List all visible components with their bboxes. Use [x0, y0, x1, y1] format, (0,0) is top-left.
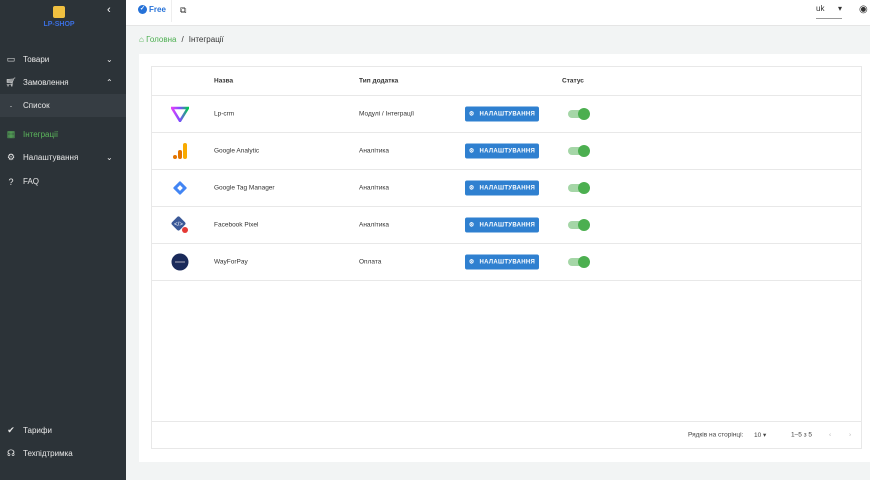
breadcrumb-home[interactable]: ⌂ Головна: [139, 35, 177, 44]
sidebar-item-integrations[interactable]: ▦ Інтеграції: [0, 123, 126, 146]
language-select[interactable]: uk ▾: [816, 4, 842, 19]
table-row: Google Tag Manager Аналітика ⚙ НАЛАШТУВАН…: [152, 170, 861, 207]
sidebar-item-list[interactable]: · Список: [0, 94, 126, 117]
status-toggle[interactable]: [568, 182, 590, 194]
sidebar-item-settings[interactable]: ⚙ Налаштування ⌄: [0, 146, 126, 169]
breadcrumb-current: Інтеграції: [188, 35, 224, 44]
home-icon: ⌂: [139, 35, 144, 44]
integration-type: Оплата: [359, 258, 382, 266]
open-external-icon[interactable]: ⧉: [180, 5, 187, 15]
gear-icon: ⚙: [468, 111, 475, 118]
integration-name: Lp-crm: [214, 110, 235, 118]
integration-type: Аналітика: [359, 221, 389, 229]
rows-per-page-label: Рядків на сторінці:: [688, 431, 744, 439]
headset-icon: ☊: [7, 448, 15, 458]
table-header: Назва Тип додатка Статус: [152, 67, 861, 96]
verified-icon: ✓: [138, 5, 147, 14]
prev-page-button[interactable]: ‹: [829, 431, 832, 439]
gear-icon: ⚙: [468, 185, 475, 192]
page-range: 1–5 з 5: [791, 431, 813, 439]
chevron-down-icon: ⌄: [106, 153, 113, 162]
facebook-pixel-logo-icon: </>: [171, 216, 189, 234]
logo[interactable]: LP-SHOP: [38, 6, 80, 28]
bag-icon: [53, 6, 65, 18]
gear-icon: ⚙: [468, 259, 475, 266]
gear-icon: ⚙: [468, 148, 475, 155]
integration-name: Facebook Pixel: [214, 221, 259, 229]
integration-name: Google Analytic: [214, 147, 260, 155]
user-account-icon[interactable]: ◉: [859, 4, 868, 15]
integration-name: WayForPay: [214, 258, 248, 266]
pagination: Рядків на сторінці: 10 ▾ 1–5 з 5 ‹ ›: [152, 421, 861, 448]
sidebar: LP-SHOP ‹ ▭ Товари ⌄ 🛒︎ Замовлення ⌃ · Список…: [0, 0, 126, 480]
breadcrumb: ⌂ Головна / Інтеграції: [139, 35, 224, 44]
sidebar-item-faq[interactable]: ? FAQ: [0, 170, 126, 193]
status-toggle[interactable]: [568, 108, 590, 120]
integration-type: Модулі / Інтеграції: [359, 110, 415, 118]
integration-type: Аналітика: [359, 184, 389, 192]
gear-icon: ⚙: [6, 152, 16, 162]
sidebar-item-orders[interactable]: 🛒︎ Замовлення ⌃: [0, 71, 126, 94]
next-page-button[interactable]: ›: [849, 431, 852, 439]
sidebar-item-products[interactable]: ▭ Товари ⌄: [0, 48, 126, 71]
help-icon: ?: [8, 176, 14, 187]
table-row: Lp-crm Модулі / Інтеграції ⚙ НАЛАШТУВАННЯ: [152, 96, 861, 133]
google-analytics-logo-icon: [171, 142, 189, 160]
chevron-down-icon: ⌄: [106, 55, 113, 64]
table-row: </> Facebook Pixel Аналітика ⚙ НАЛАШТУВАН…: [152, 207, 861, 244]
google-tag-manager-logo-icon: [171, 179, 189, 197]
table-row: WayForPay Оплата ⚙ НАЛАШТУВАННЯ: [152, 244, 861, 281]
topbar: ✓ Free ⧉ uk ▾ ◉: [126, 0, 870, 26]
settings-button[interactable]: ⚙ НАЛАШТУВАННЯ: [465, 254, 539, 270]
plan-badge[interactable]: ✓ Free: [138, 5, 166, 14]
breadcrumb-separator: /: [181, 35, 184, 44]
caret-down-icon: ▾: [837, 4, 842, 13]
integration-type: Аналітика: [359, 147, 389, 155]
sidebar-item-support[interactable]: ☊ Техпідтримка: [0, 442, 126, 465]
gear-icon: ⚙: [468, 222, 475, 229]
status-toggle[interactable]: [568, 145, 590, 157]
wayforpay-logo-icon: [171, 253, 189, 271]
bullet-icon: ·: [9, 100, 13, 111]
header-status: Статус: [562, 77, 584, 85]
divider: [171, 0, 172, 22]
table-row: Google Analytic Аналітика ⚙ НАЛАШТУВАННЯ: [152, 133, 861, 170]
header-type: Тип додатка: [359, 77, 399, 85]
grid-icon: ▦: [6, 129, 16, 139]
sidebar-item-tariffs[interactable]: ✔ Тарифи: [0, 419, 126, 442]
integrations-card: Назва Тип додатка Статус Lp-crm Модулі /…: [139, 54, 870, 462]
settings-button[interactable]: ⚙ НАЛАШТУВАННЯ: [465, 143, 539, 159]
settings-button[interactable]: ⚙ НАЛАШТУВАННЯ: [465, 217, 539, 233]
integration-name: Google Tag Manager: [214, 184, 275, 192]
svg-text:</>: </>: [174, 222, 183, 228]
lp-crm-logo-icon: [171, 105, 189, 123]
status-toggle[interactable]: [568, 219, 590, 231]
header-name: Назва: [214, 77, 234, 85]
badge-check-icon: ✔: [7, 425, 15, 435]
collapse-sidebar-button[interactable]: ‹: [107, 4, 111, 16]
settings-button[interactable]: ⚙ НАЛАШТУВАННЯ: [465, 106, 539, 122]
rows-per-page-select[interactable]: 10 ▾: [754, 432, 767, 439]
status-toggle[interactable]: [568, 256, 590, 268]
archive-icon: ▭: [6, 54, 16, 64]
cart-icon: 🛒︎: [5, 77, 17, 87]
settings-button[interactable]: ⚙ НАЛАШТУВАННЯ: [465, 180, 539, 196]
integrations-table: Назва Тип додатка Статус Lp-crm Модулі /…: [151, 66, 862, 449]
chevron-up-icon: ⌃: [106, 78, 113, 87]
